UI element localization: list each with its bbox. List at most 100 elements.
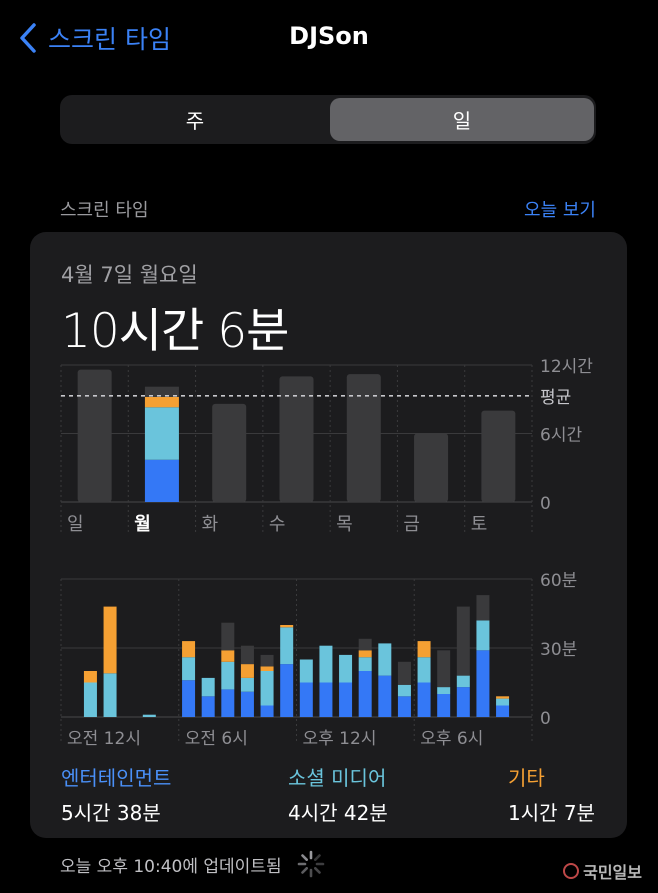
hourly-bar-segment: [221, 661, 235, 690]
loading-spinner-icon: [297, 850, 324, 878]
hourly-bar-segment: [358, 650, 372, 658]
screen-time-card: 4월 7일 월요일 10시간 6분 12시간 6시간 0 일 월 화 수 목 금 토 평균 60분 3…: [30, 232, 627, 838]
hourly-bar-segment: [417, 657, 431, 683]
hourly-bar-segment: [358, 671, 372, 717]
watermark-logo-icon: [563, 863, 580, 879]
hourly-bar-segment: [397, 661, 411, 685]
daily-bar: [346, 374, 381, 502]
daily-bar-segment-social: [144, 407, 179, 460]
y-tick-label: 12시간: [540, 357, 593, 377]
y-tick-label: 6시간: [540, 426, 582, 446]
hourly-bar-segment: [280, 625, 294, 628]
hourly-bar-segment: [240, 645, 254, 665]
day-label: 일: [67, 514, 84, 535]
legend-other-value: 1시간 7분: [508, 801, 596, 825]
hourly-bar-segment: [358, 638, 372, 651]
x-tick-label: 오후 12시: [303, 729, 377, 749]
hourly-bar-segment: [240, 677, 254, 692]
hourly-bar-segment: [240, 664, 254, 678]
hourly-bar-segment: [260, 654, 274, 667]
y-tick-label: 0: [540, 494, 551, 514]
legend-social-label: 소셜 미디어: [288, 766, 387, 790]
day-label: 수: [269, 514, 286, 535]
legend-social: 소셜 미디어 4시간 42분: [288, 762, 388, 826]
y-tick-label: 30분: [540, 640, 577, 660]
hourly-bar-segment: [339, 682, 353, 717]
hourly-bar-segment: [417, 641, 431, 658]
hourly-bar-segment: [456, 606, 470, 676]
chevron-left-icon: [20, 23, 36, 53]
x-tick-label: 오전 6시: [185, 729, 248, 749]
legend-social-value: 4시간 42분: [288, 801, 388, 825]
hourly-bar-segment: [260, 671, 274, 706]
hourly-bar-segment: [260, 705, 274, 717]
hourly-bar-segment: [142, 714, 156, 717]
x-tick-label: 오전 12시: [67, 729, 141, 749]
date-label: 4월 7일 월요일: [61, 263, 198, 287]
legend-other: 기타 1시간 7분: [508, 762, 595, 826]
hourly-bar-segment: [476, 650, 490, 717]
hourly-usage-chart: 60분 30분 0 오전 12시 오전 6시 오후 12시 오후 6시: [60, 571, 577, 749]
hourly-bar-segment: [83, 671, 97, 683]
back-button[interactable]: 스크린 타임: [16, 20, 171, 56]
hourly-bar-segment: [437, 650, 451, 688]
hourly-bar-segment: [378, 675, 392, 717]
segment-day[interactable]: 일: [330, 98, 594, 141]
hourly-bar-segment: [103, 673, 117, 717]
day-label: 목: [336, 514, 353, 535]
day-label: 월: [134, 514, 151, 535]
page-title: DJSon: [289, 22, 369, 50]
daily-bar: [279, 376, 314, 502]
daily-bar: [414, 433, 449, 502]
hourly-bar-segment: [221, 689, 235, 717]
footer: 오늘 오후 10:40에 업데이트됨: [60, 849, 326, 879]
daily-usage-chart: 12시간 6시간 0 일 월 화 수 목 금 토 평균: [60, 357, 593, 535]
hourly-bar-segment: [437, 694, 451, 717]
hourly-bar-segment: [358, 657, 372, 671]
hourly-bar-segment: [496, 705, 510, 717]
average-label: 평균: [540, 388, 571, 408]
hourly-bar-segment: [339, 654, 353, 683]
hourly-bar-segment: [397, 684, 411, 697]
daily-bar-segment-uncategorized: [144, 386, 179, 397]
day-label: 금: [403, 514, 420, 535]
hourly-bar-segment: [476, 595, 490, 621]
hourly-bar-segment: [83, 682, 97, 717]
hourly-bar-segment: [417, 682, 431, 717]
hourly-bar-segment: [299, 659, 313, 683]
hourly-bar-segment: [182, 641, 196, 658]
daily-bar: [212, 403, 247, 502]
hourly-bar-segment: [280, 664, 294, 717]
hourly-bar-segment: [201, 677, 215, 697]
hourly-bar-segment: [496, 696, 510, 699]
hourly-bar-segment: [397, 696, 411, 717]
hourly-bar-segment: [437, 687, 451, 694]
hourly-bar-segment: [456, 687, 470, 717]
daily-bar-segment-entertainment: [144, 459, 179, 502]
hourly-bar-segment: [182, 680, 196, 717]
watermark-text: 국민일보: [583, 863, 642, 882]
legend-entertainment-value: 5시간 38분: [61, 801, 161, 825]
day-label: 토: [471, 514, 488, 535]
daily-bar: [481, 410, 516, 502]
day-label: 화: [202, 514, 219, 535]
navigation-bar: 스크린 타임 DJSon: [0, 0, 658, 76]
legend-other-label: 기타: [508, 766, 545, 790]
hourly-bar-segment: [221, 650, 235, 662]
hourly-bar-segment: [260, 666, 274, 671]
hourly-bar-segment: [456, 675, 470, 688]
hourly-bar-segment: [319, 682, 333, 717]
hourly-bar-segment: [378, 643, 392, 676]
segment-week[interactable]: 주: [185, 109, 205, 133]
total-time: 10시간 6분: [61, 304, 289, 359]
hourly-bar-segment: [496, 698, 510, 706]
back-label: 스크린 타임: [48, 25, 171, 54]
daily-bar: [77, 369, 112, 502]
x-tick-label: 오후 6시: [420, 729, 483, 749]
hourly-bar-segment: [319, 645, 333, 683]
hourly-bar-segment: [103, 606, 117, 674]
period-segmented-control: 주 일: [60, 95, 596, 144]
hourly-bar-segment: [221, 622, 235, 651]
hourly-bar-segment: [201, 696, 215, 717]
view-today-link[interactable]: 오늘 보기: [524, 200, 596, 221]
